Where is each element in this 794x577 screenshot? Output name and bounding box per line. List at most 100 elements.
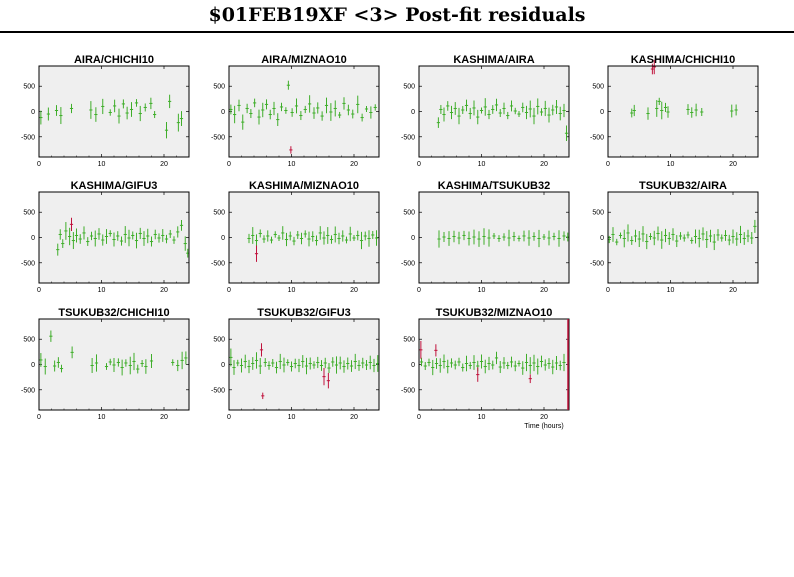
y-tick-label: 500 <box>403 337 415 344</box>
residual-panel: KASHIMA/TSUKUB32 0 10 20 -500 0 500 <box>401 180 570 294</box>
y-tick-label: -500 <box>401 134 415 141</box>
residual-panel: TSUKUB32/MIZNAO10 0 10 20 -500 0 500 Time (hour… <box>401 307 570 430</box>
plot-frame <box>228 191 380 284</box>
panel-title: KASHIMA/AIRA <box>453 54 534 66</box>
panel-title: AIRA/MIZNAO10 <box>261 54 347 66</box>
y-tick-label: -500 <box>211 387 225 394</box>
x-tick-label: 20 <box>729 161 737 168</box>
x-tick-label: 0 <box>227 414 231 421</box>
residual-panel: KASHIMA/GIFU3 0 10 20 -500 0 500 <box>21 180 190 294</box>
x-tick-label: 20 <box>540 161 548 168</box>
x-tick-label: 0 <box>417 287 421 294</box>
x-tick-label: 20 <box>160 161 168 168</box>
y-tick-label: 0 <box>411 235 415 242</box>
y-tick-label: 0 <box>600 109 604 116</box>
x-tick-label: 20 <box>540 414 548 421</box>
page-title: $01FEB19XF <3> Post-fit residuals <box>208 4 586 26</box>
y-tick-label: 0 <box>31 235 35 242</box>
plot-frame <box>228 65 380 158</box>
x-axis-label: Time (hours) <box>524 423 563 430</box>
residual-panel: KASHIMA/AIRA 0 10 20 -500 0 500 <box>401 54 570 168</box>
x-tick-label: 10 <box>667 287 675 294</box>
residual-panel: KASHIMA/MIZNAO10 0 10 20 -500 0 500 <box>211 180 380 294</box>
x-tick-label: 10 <box>288 287 296 294</box>
y-tick-label: -500 <box>590 260 604 267</box>
plot-background <box>229 192 379 283</box>
y-tick-label: 500 <box>403 84 415 91</box>
y-tick-label: 0 <box>31 109 35 116</box>
y-tick-label: 500 <box>23 210 35 217</box>
y-tick-label: 500 <box>23 84 35 91</box>
panel-title: AIRA/CHICHI10 <box>74 54 154 66</box>
y-tick-label: 0 <box>31 362 35 369</box>
y-tick-label: 500 <box>213 337 225 344</box>
residual-panel: TSUKUB32/CHICHI10 0 10 20 -500 0 500 <box>21 307 190 421</box>
x-tick-label: 20 <box>350 414 358 421</box>
plot-frame <box>607 191 759 284</box>
y-tick-label: -500 <box>590 134 604 141</box>
x-tick-label: 20 <box>350 287 358 294</box>
x-tick-label: 20 <box>160 287 168 294</box>
plot-background <box>229 319 379 410</box>
plot-frame <box>38 65 190 158</box>
y-tick-label: 500 <box>213 210 225 217</box>
panel-title: KASHIMA/MIZNAO10 <box>249 180 359 192</box>
x-tick-label: 0 <box>417 414 421 421</box>
x-tick-label: 20 <box>160 414 168 421</box>
x-tick-label: 10 <box>667 161 675 168</box>
panel-title: TSUKUB32/CHICHI10 <box>58 307 169 319</box>
y-tick-label: -500 <box>211 134 225 141</box>
x-tick-label: 20 <box>729 287 737 294</box>
panel-title: TSUKUB32/MIZNAO10 <box>436 307 553 319</box>
y-tick-label: -500 <box>21 260 35 267</box>
residual-panel: KASHIMA/CHICHI10 0 10 20 -500 0 500 <box>590 54 759 168</box>
panel-title: TSUKUB32/GIFU3 <box>257 307 351 319</box>
plot-frame <box>418 65 570 158</box>
panel-title: KASHIMA/TSUKUB32 <box>438 180 550 192</box>
plot-background <box>39 66 189 157</box>
x-tick-label: 10 <box>478 161 486 168</box>
residual-panel: AIRA/CHICHI10 0 10 20 -500 0 500 <box>21 54 190 168</box>
y-tick-label: 500 <box>23 337 35 344</box>
title-rule <box>0 31 794 33</box>
x-tick-label: 10 <box>288 414 296 421</box>
plot-background <box>608 192 758 283</box>
x-tick-label: 20 <box>540 287 548 294</box>
x-tick-label: 20 <box>350 161 358 168</box>
x-tick-label: 0 <box>37 287 41 294</box>
x-tick-label: 10 <box>98 414 106 421</box>
x-tick-label: 0 <box>227 287 231 294</box>
y-tick-label: 0 <box>221 109 225 116</box>
x-tick-label: 10 <box>288 161 296 168</box>
residual-panel: AIRA/MIZNAO10 0 10 20 -500 0 500 <box>211 54 380 168</box>
y-tick-label: 500 <box>592 210 604 217</box>
panel-title: KASHIMA/CHICHI10 <box>631 54 736 66</box>
y-tick-label: -500 <box>401 260 415 267</box>
y-tick-label: -500 <box>21 387 35 394</box>
plot-frame <box>607 65 759 158</box>
x-tick-label: 0 <box>417 161 421 168</box>
residual-panel: TSUKUB32/AIRA 0 10 20 -500 0 500 <box>590 180 759 294</box>
y-tick-label: 500 <box>213 84 225 91</box>
x-tick-label: 10 <box>98 287 106 294</box>
x-tick-label: 0 <box>37 161 41 168</box>
x-tick-label: 10 <box>478 287 486 294</box>
y-tick-label: 0 <box>411 362 415 369</box>
y-tick-label: 0 <box>411 109 415 116</box>
x-tick-label: 0 <box>606 161 610 168</box>
y-tick-label: -500 <box>401 387 415 394</box>
plot-background <box>419 319 569 410</box>
y-tick-label: 0 <box>221 362 225 369</box>
residual-panel: TSUKUB32/GIFU3 0 10 20 -500 0 500 <box>211 307 380 421</box>
plot-frame <box>418 191 570 284</box>
x-tick-label: 0 <box>37 414 41 421</box>
x-tick-label: 0 <box>606 287 610 294</box>
y-tick-label: 500 <box>403 210 415 217</box>
plot-background <box>419 66 569 157</box>
x-tick-label: 0 <box>227 161 231 168</box>
panel-title: KASHIMA/GIFU3 <box>71 180 158 192</box>
y-tick-label: 0 <box>600 235 604 242</box>
y-tick-label: -500 <box>21 134 35 141</box>
plot-background <box>229 66 379 157</box>
